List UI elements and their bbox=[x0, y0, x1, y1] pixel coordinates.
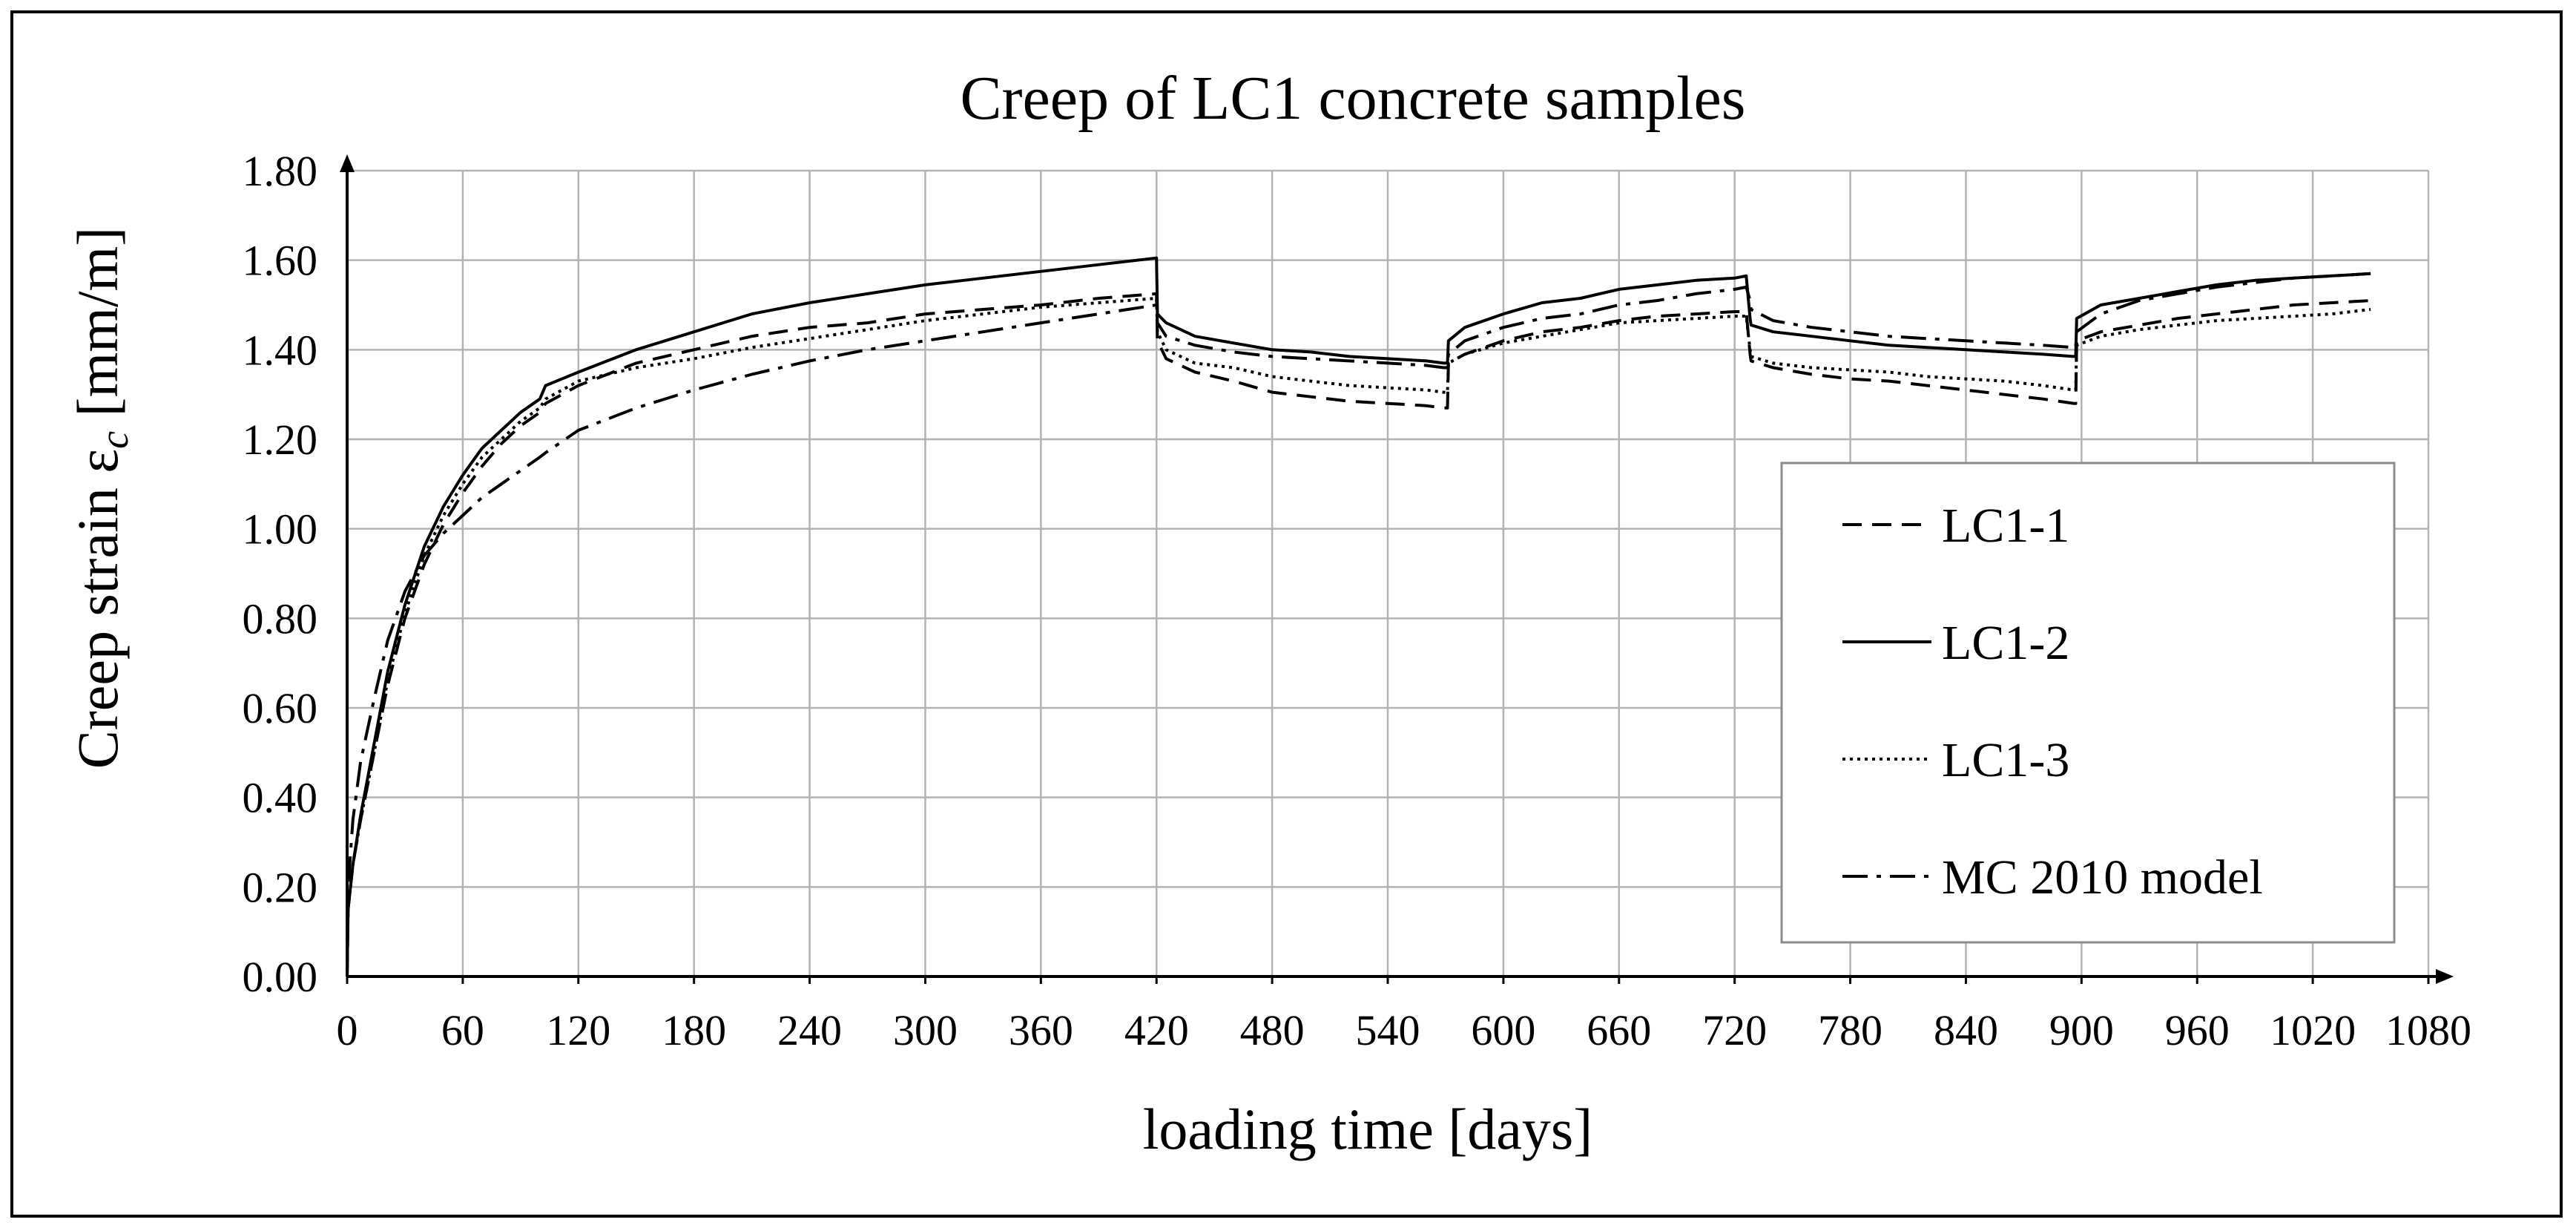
y-axis-title-main: Creep strain ε bbox=[65, 449, 130, 769]
y-tick-label: 0.80 bbox=[243, 594, 318, 643]
x-tick-label: 960 bbox=[2165, 1006, 2230, 1054]
x-tick-label: 300 bbox=[893, 1006, 958, 1054]
legend-label: MC 2010 model bbox=[1942, 850, 2263, 905]
x-tick-label: 900 bbox=[2049, 1006, 2114, 1054]
x-axis-arrow bbox=[2436, 969, 2454, 984]
x-tick-label: 420 bbox=[1124, 1006, 1189, 1054]
legend: LC1-1 LC1-2 LC1-3 MC 2010 model bbox=[1780, 462, 2396, 944]
y-tick-label: 1.60 bbox=[243, 237, 318, 285]
series-line-lc1-1 bbox=[346, 292, 2371, 977]
legend-label: LC1-1 bbox=[1942, 499, 2069, 553]
chart-frame: Creep of LC1 concrete samples 0 60 120 180 2… bbox=[10, 10, 2563, 1218]
series-line-lc1-2 bbox=[346, 256, 2371, 977]
y-axis-arrow bbox=[340, 154, 355, 172]
y-tick-label: 1.20 bbox=[243, 416, 318, 464]
chart-title: Creep of LC1 concrete samples bbox=[961, 64, 1746, 133]
y-axis-title-unit: [mm/m] bbox=[65, 227, 130, 431]
x-tick-label: 600 bbox=[1471, 1006, 1535, 1054]
x-tick-label: 1020 bbox=[2270, 1006, 2356, 1054]
y-tick-label: 0.20 bbox=[243, 863, 318, 911]
x-tick-label: 720 bbox=[1702, 1006, 1767, 1054]
x-tick-label: 840 bbox=[1934, 1006, 1998, 1054]
y-tick-label: 1.80 bbox=[243, 147, 318, 195]
x-tick-label: 60 bbox=[441, 1006, 484, 1054]
x-tick-label: 780 bbox=[1818, 1006, 1882, 1054]
y-tick-labels: 0.00 0.20 0.40 0.60 0.80 1.00 1.20 1.40 1.60 1.80 bbox=[243, 147, 318, 1001]
x-tick-label: 480 bbox=[1240, 1006, 1305, 1054]
x-tick-label: 660 bbox=[1587, 1006, 1651, 1054]
y-axis-title: Creep strain εc [mm/m] bbox=[65, 227, 136, 769]
y-tick-label: 0.40 bbox=[243, 774, 318, 822]
series-line-mc-2010-model bbox=[346, 272, 2371, 977]
axes bbox=[340, 154, 2454, 984]
y-tick-label: 1.40 bbox=[243, 326, 318, 374]
x-tick-label: 360 bbox=[1009, 1006, 1073, 1054]
chart-canvas: Creep of LC1 concrete samples 0 60 120 180 2… bbox=[65, 64, 2472, 1161]
legend-box bbox=[1780, 462, 2396, 944]
y-tick-label: 0.60 bbox=[243, 684, 318, 732]
y-tick-label: 0.00 bbox=[243, 953, 318, 1001]
x-axis-title: loading time [days] bbox=[1143, 1097, 1593, 1161]
y-axis-title-subscript: c bbox=[92, 431, 136, 449]
y-tick-label: 1.00 bbox=[243, 505, 318, 554]
x-tick-label: 1080 bbox=[2385, 1006, 2471, 1054]
x-tick-label: 180 bbox=[662, 1006, 726, 1054]
x-tick-label: 120 bbox=[546, 1006, 610, 1054]
x-tick-label: 240 bbox=[777, 1006, 842, 1054]
x-tick-label: 0 bbox=[337, 1006, 358, 1054]
x-tick-label: 540 bbox=[1356, 1006, 1420, 1054]
series-line-lc1-3 bbox=[346, 297, 2371, 977]
series-group bbox=[346, 256, 2371, 977]
legend-label: LC1-2 bbox=[1942, 616, 2069, 670]
legend-label: LC1-3 bbox=[1942, 733, 2069, 787]
x-tick-labels: 0 60 120 180 240 300 360 420 480 540 600 660 720 780 8… bbox=[337, 1006, 2472, 1054]
